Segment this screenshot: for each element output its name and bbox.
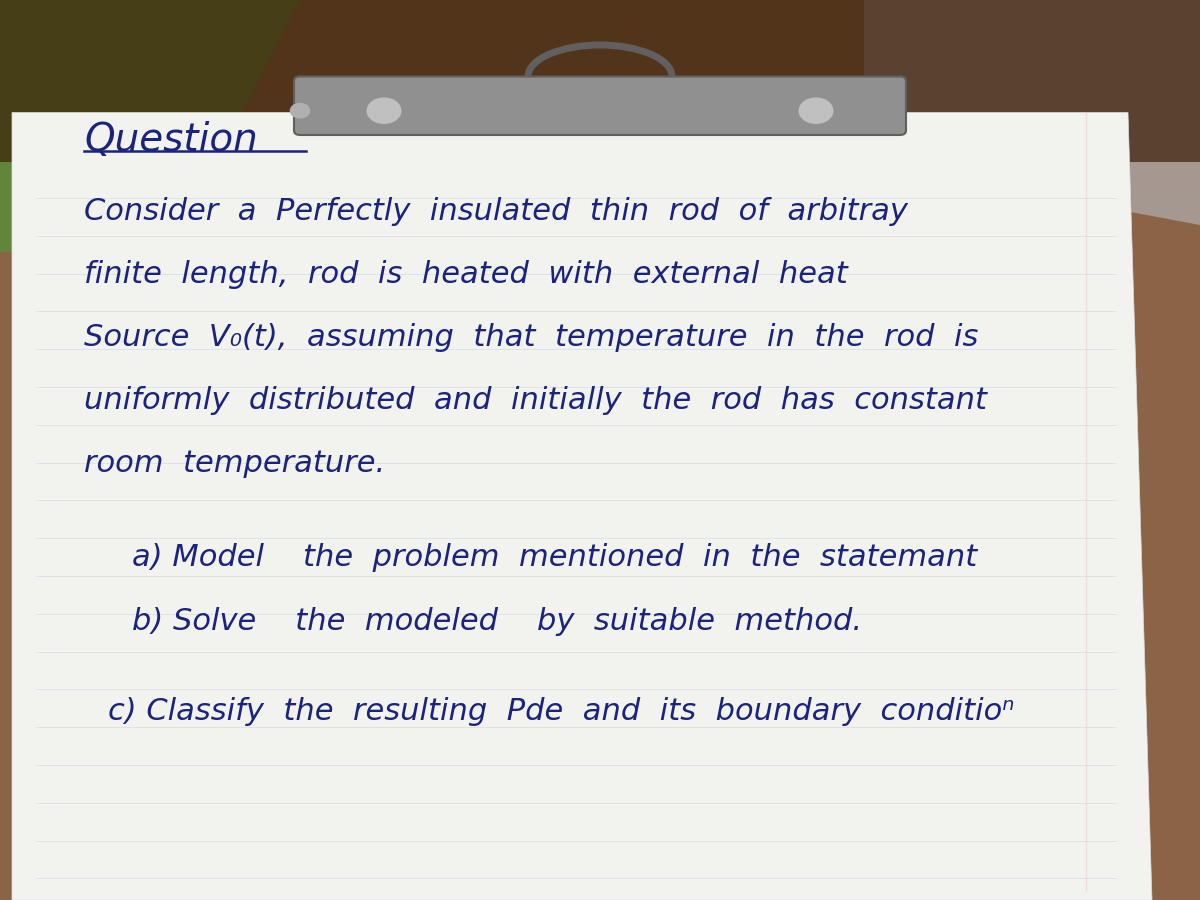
- FancyBboxPatch shape: [294, 76, 906, 135]
- Text: room  temperature.: room temperature.: [84, 449, 385, 478]
- Circle shape: [290, 104, 310, 118]
- Polygon shape: [864, 0, 1200, 225]
- Text: Question: Question: [84, 121, 258, 158]
- Text: c) Classify  the  resulting  Pde  and  its  boundary  conditioⁿ: c) Classify the resulting Pde and its bo…: [108, 697, 1014, 725]
- Text: uniformly  distributed  and  initially  the  rod  has  constant: uniformly distributed and initially the …: [84, 386, 986, 415]
- Text: b) Solve    the  modeled    by  suitable  method.: b) Solve the modeled by suitable method.: [132, 607, 862, 635]
- Text: Consider  a  Perfectly  insulated  thin  rod  of  arbitray: Consider a Perfectly insulated thin rod …: [84, 197, 908, 226]
- Polygon shape: [12, 112, 1152, 900]
- Text: Source  V₀(t),  assuming  that  temperature  in  the  rod  is: Source V₀(t), assuming that temperature …: [84, 323, 978, 352]
- Circle shape: [367, 98, 401, 123]
- Bar: [0, 0, 1200, 162]
- Polygon shape: [0, 0, 300, 252]
- Text: a) Model    the  problem  mentioned  in  the  statemant: a) Model the problem mentioned in the st…: [132, 544, 977, 572]
- Circle shape: [799, 98, 833, 123]
- Text: finite  length,  rod  is  heated  with  external  heat: finite length, rod is heated with extern…: [84, 260, 847, 289]
